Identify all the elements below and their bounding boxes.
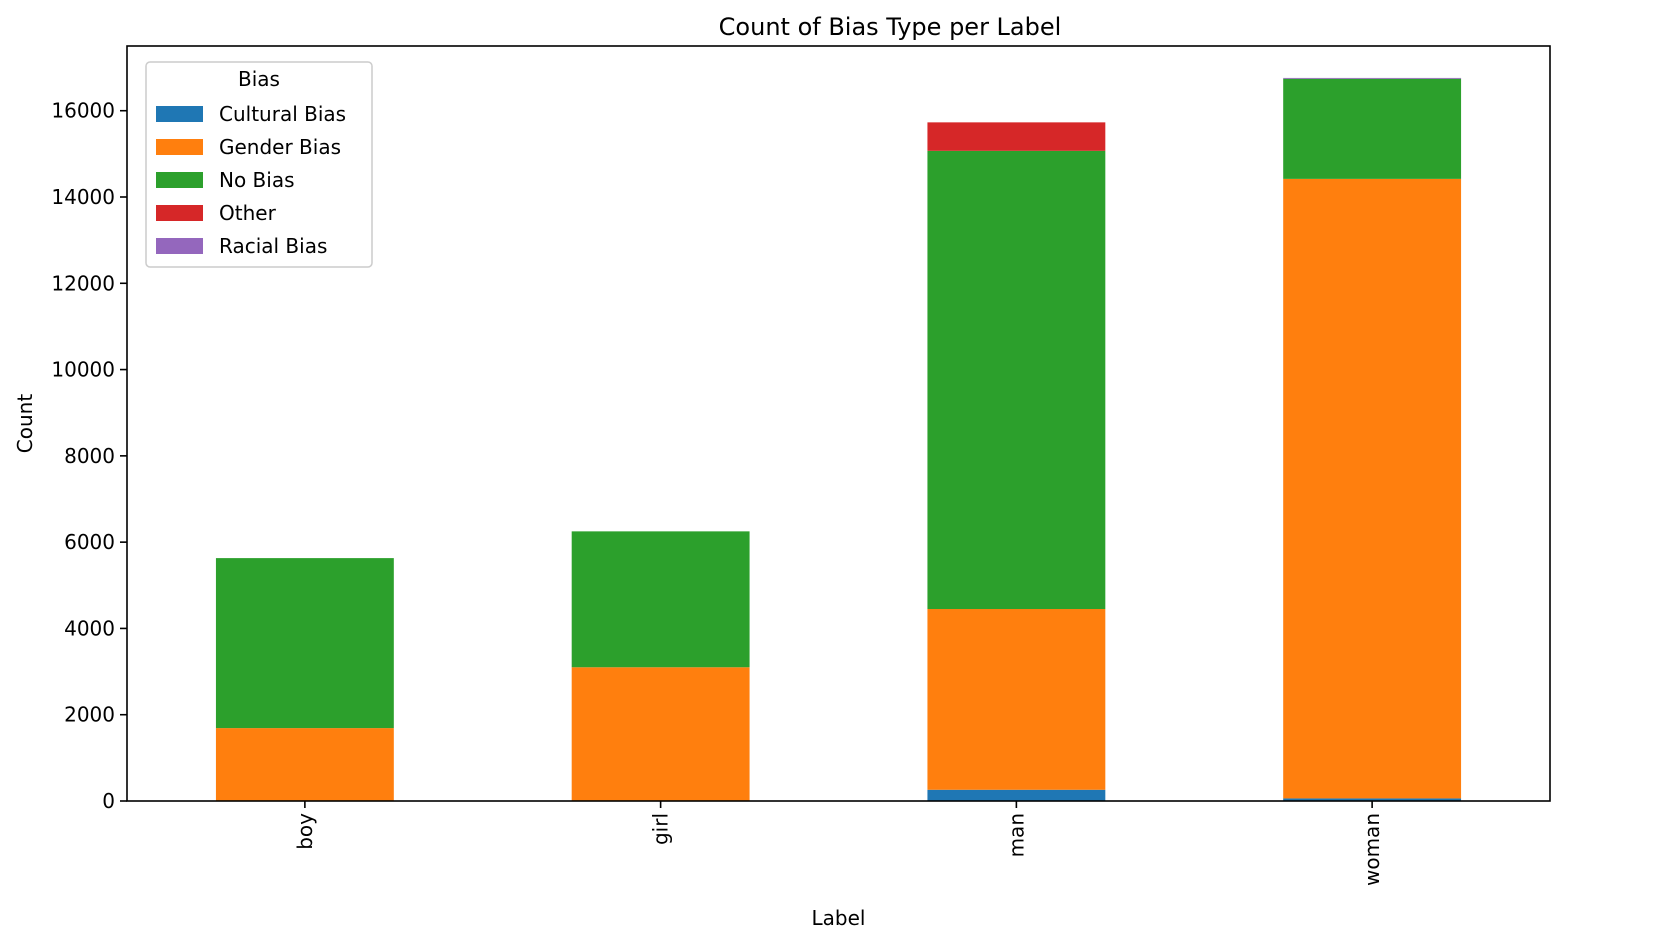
x-axis: boy girl man woman	[293, 801, 1384, 886]
bar-segment-woman-no-bias	[1283, 78, 1462, 179]
legend-label-gender-bias: Gender Bias	[219, 135, 341, 159]
legend-swatch-other	[156, 205, 203, 221]
legend-label-no-bias: No Bias	[219, 168, 295, 192]
y-tick-label: 14000	[51, 185, 115, 209]
bar-segment-man-no-bias	[927, 150, 1106, 610]
bar-segment-woman-cultural-bias	[1283, 798, 1462, 801]
x-tick-label-boy: boy	[293, 813, 317, 850]
y-tick-label: 6000	[64, 530, 115, 554]
legend-items: Cultural Bias Gender Bias No Bias Other Raci…	[156, 102, 346, 258]
legend-title: Bias	[238, 67, 280, 91]
bar-segment-man-cultural-bias	[927, 789, 1106, 801]
legend-swatch-no-bias	[156, 172, 203, 188]
y-axis-title: Count	[13, 394, 37, 454]
y-axis: 0 2000 4000 6000 8000 10000 12000 14000 16000	[51, 99, 127, 813]
bar-segment-boy-gender-bias	[215, 728, 394, 801]
plot-frame	[126, 45, 1551, 802]
bar-segment-man-other	[927, 122, 1106, 151]
legend-label-other: Other	[219, 201, 277, 225]
x-tick-label-girl: girl	[649, 813, 673, 845]
legend-swatch-cultural-bias	[156, 106, 203, 122]
bar-segment-woman-racial-bias	[1283, 77, 1462, 79]
bar-segment-man-gender-bias	[927, 609, 1106, 790]
y-tick-label: 10000	[51, 358, 115, 382]
legend-label-racial-bias: Racial Bias	[219, 234, 327, 258]
y-tick-label: 8000	[64, 444, 115, 468]
bar-segment-boy-no-bias	[215, 558, 394, 729]
x-tick-label-man: man	[1004, 813, 1028, 857]
bars-layer	[215, 77, 1462, 801]
y-tick-label: 4000	[64, 616, 115, 640]
x-axis-title: Label	[812, 906, 866, 930]
y-tick-label: 16000	[51, 99, 115, 123]
bar-segment-woman-gender-bias	[1283, 178, 1462, 799]
chart-title: Count of Bias Type per Label	[719, 13, 1062, 41]
legend-swatch-gender-bias	[156, 139, 203, 155]
bar-segment-girl-gender-bias	[571, 667, 750, 801]
legend: Bias Cultural Bias Gender Bias No Bias Othe…	[145, 61, 373, 268]
bar-segment-girl-no-bias	[571, 531, 750, 668]
y-tick-label: 2000	[64, 703, 115, 727]
legend-label-cultural-bias: Cultural Bias	[219, 102, 346, 126]
x-tick-label-woman: woman	[1360, 813, 1384, 886]
y-tick-label: 12000	[51, 271, 115, 295]
y-tick-label: 0	[102, 789, 115, 813]
legend-swatch-racial-bias	[156, 238, 203, 254]
